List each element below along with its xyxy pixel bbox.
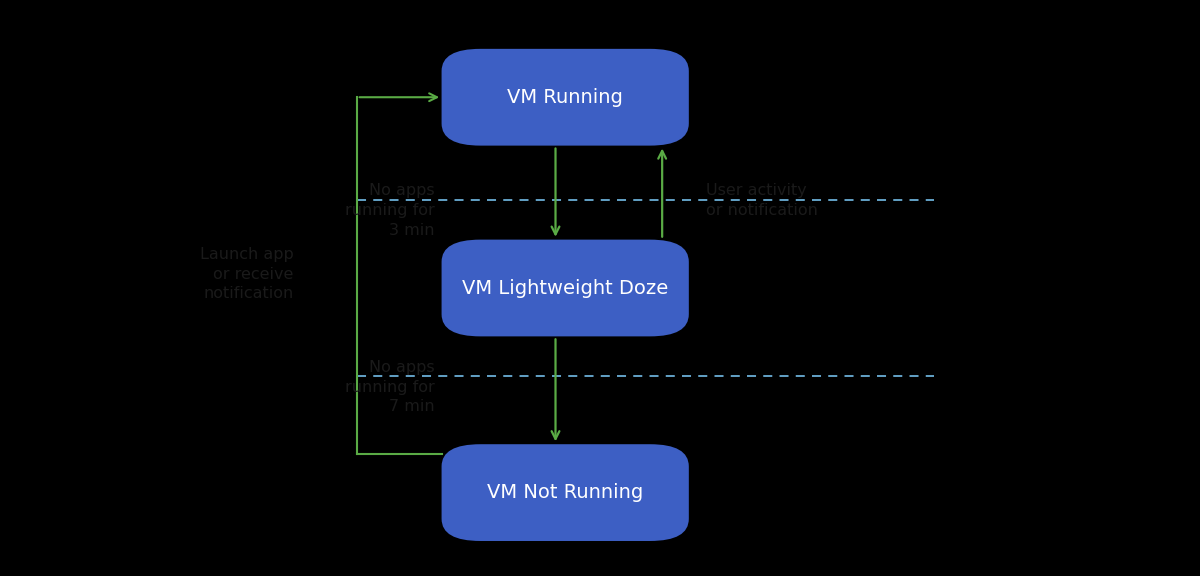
Text: VM Running: VM Running (508, 88, 623, 107)
Text: VM Lightweight Doze: VM Lightweight Doze (462, 279, 668, 297)
FancyBboxPatch shape (442, 444, 689, 541)
Text: No apps
running for
7 min: No apps running for 7 min (344, 360, 434, 415)
FancyBboxPatch shape (442, 49, 689, 146)
Text: No apps
running for
3 min: No apps running for 3 min (344, 183, 434, 237)
Text: Launch app
or receive
notification: Launch app or receive notification (200, 247, 294, 301)
Text: User activity
or notification: User activity or notification (706, 183, 817, 218)
Text: VM Not Running: VM Not Running (487, 483, 643, 502)
FancyBboxPatch shape (442, 240, 689, 336)
